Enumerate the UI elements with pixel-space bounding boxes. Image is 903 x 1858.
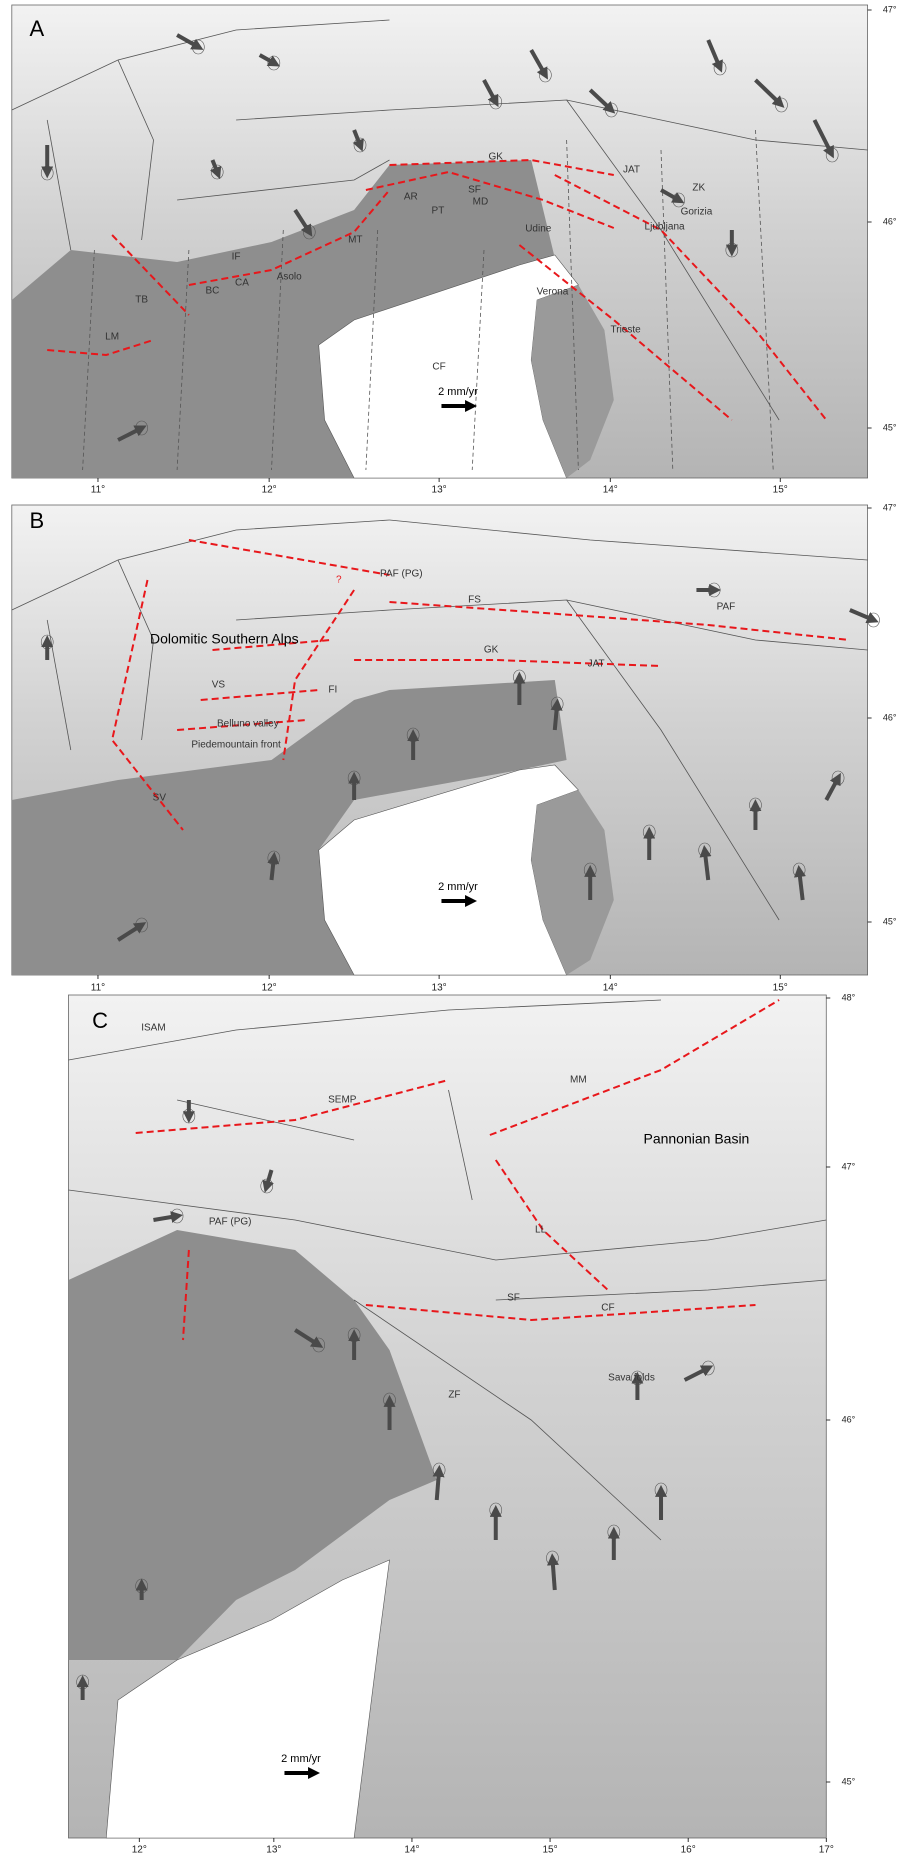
map-label: MM [570, 1075, 587, 1086]
map-label: MD [473, 197, 489, 208]
panel-letter: C [92, 1008, 108, 1033]
map-label: TB [135, 295, 148, 306]
region-label: Dolomitic Southern Alps [150, 631, 299, 647]
x-tick-label: 15° [773, 983, 788, 994]
map-label: PT [432, 206, 445, 217]
y-tick-label: 47° [883, 502, 897, 512]
x-tick-label: 11° [91, 983, 105, 994]
map-label: ZF [448, 1390, 460, 1401]
map-label: GK [489, 152, 504, 163]
x-tick-label: 11° [91, 485, 105, 496]
scale-label: 2 mm/yr [438, 386, 478, 398]
velocity-arrow [271, 861, 273, 880]
map-label: Ljubljana [645, 222, 685, 233]
x-tick-label: 13° [266, 1845, 281, 1856]
x-tick-label: 13° [432, 983, 447, 994]
map-label: PAF [717, 602, 736, 613]
map-label: CA [235, 278, 249, 289]
velocity-arrow [555, 708, 557, 730]
map-label: ? [336, 575, 342, 586]
map-label: SEMP [328, 1095, 357, 1106]
map-label: SF [507, 1293, 520, 1304]
velocity-arrow [553, 1563, 555, 1590]
map-label: SV [153, 793, 167, 804]
map-label: LM [105, 332, 119, 343]
x-tick-label: 14° [603, 485, 618, 496]
scale-label: 2 mm/yr [281, 1753, 321, 1765]
y-tick-label: 47° [842, 1161, 856, 1171]
y-tick-label: 46° [883, 712, 897, 722]
y-tick-label: 46° [883, 216, 897, 226]
y-tick-label: 46° [842, 1414, 856, 1424]
velocity-arrow [437, 1475, 439, 1501]
map-label: BC [206, 286, 220, 297]
map-panel: C ISAM SEMP MM Pannonian Basin LL PAF (PG) SF CF… [68, 992, 855, 1855]
scale-label: 2 mm/yr [438, 881, 478, 893]
y-tick-label: 45° [842, 1776, 856, 1786]
y-tick-label: 45° [883, 422, 897, 432]
map-label: Piedemountain front [191, 740, 281, 751]
x-tick-label: 15° [543, 1845, 558, 1856]
map-label: ISAM [141, 1023, 165, 1034]
panel-letter: A [30, 16, 45, 41]
map-label: AR [404, 192, 418, 203]
map-label: SF [468, 185, 481, 196]
map-label: FS [468, 595, 481, 606]
map-label: FI [328, 685, 337, 696]
x-tick-label: 17° [819, 1845, 834, 1856]
map-label: GK [484, 645, 499, 656]
map-panel: B PAF (PG) FS PAF GK JAT Dolomitic Southern Al… [12, 502, 897, 993]
page: GPS velocity maps html, body { margin: 0… [0, 0, 903, 1858]
map-label: JAT [623, 165, 640, 176]
x-tick-label: 15° [773, 485, 788, 496]
map-panel: A GK JAT ZK AR SF PT MD Udine Gorizia Ljubljana IF A… [12, 4, 897, 495]
x-tick-label: 13° [432, 485, 447, 496]
map-label: Trieste [611, 325, 642, 336]
map-label: Verona [537, 287, 569, 298]
map-label: Udine [525, 224, 552, 235]
map-label: Sava folds [608, 1373, 655, 1384]
x-tick-label: 12° [132, 1845, 147, 1856]
map-label: MT [348, 235, 362, 246]
map-label: CF [601, 1303, 614, 1314]
x-tick-label: 14° [404, 1845, 419, 1856]
map-label: PAF (PG) [209, 1217, 252, 1228]
map-label: Asolo [277, 272, 302, 283]
x-tick-label: 14° [603, 983, 618, 994]
panel-letter: B [30, 508, 45, 533]
figure: A GK JAT ZK AR SF PT MD Udine Gorizia Ljubljana IF A… [0, 0, 903, 1858]
map-label: Belluno valley [217, 719, 279, 730]
map-label: Gorizia [681, 207, 713, 218]
x-tick-label: 12° [262, 485, 277, 496]
map-label: VS [212, 680, 226, 691]
region-label: Pannonian Basin [643, 1131, 749, 1147]
map-label: LL [535, 1225, 547, 1236]
map-label: ZK [692, 183, 705, 194]
map-label: IF [232, 252, 241, 263]
map-label: JAT [588, 659, 605, 670]
y-tick-label: 48° [842, 992, 856, 1002]
map-label: CF [432, 362, 445, 373]
y-tick-label: 47° [883, 4, 897, 14]
x-tick-label: 16° [681, 1845, 696, 1856]
page-body: {"panels": [ {"letter": "A", "labels": [… [0, 0, 903, 1858]
y-tick-label: 45° [883, 916, 897, 926]
map-label: PAF (PG) [380, 569, 423, 580]
x-tick-label: 12° [262, 983, 277, 994]
